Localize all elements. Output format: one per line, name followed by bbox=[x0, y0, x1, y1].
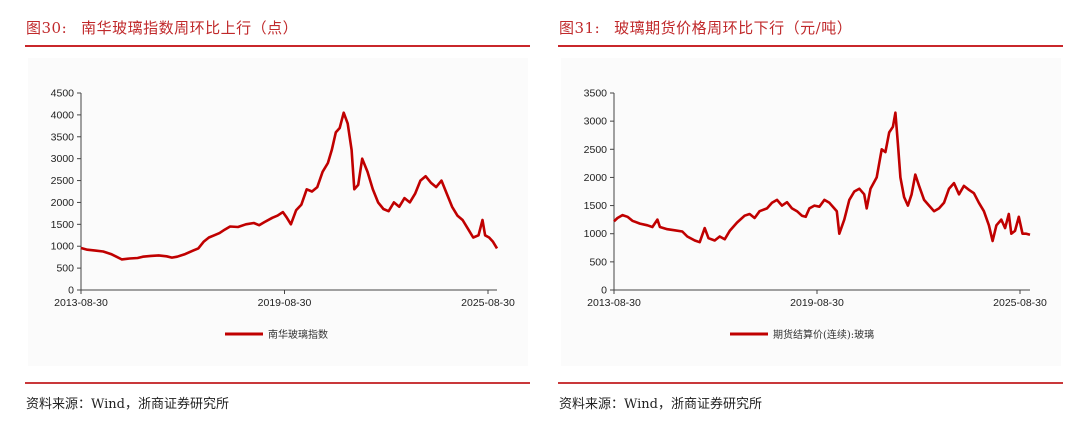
y-tick-label: 500 bbox=[589, 256, 607, 268]
x-tick-label: 2013-08-30 bbox=[587, 297, 641, 309]
x-tick-label: 2019-08-30 bbox=[790, 297, 844, 309]
y-tick-label: 1500 bbox=[584, 200, 608, 212]
y-tick-label: 4500 bbox=[51, 88, 75, 100]
figure-31-source: 资料来源：Wind，浙商证券研究所 bbox=[559, 397, 762, 412]
y-tick-label: 2000 bbox=[584, 172, 608, 184]
y-tick-label: 0 bbox=[601, 285, 607, 297]
legend-label: 南华玻璃指数 bbox=[268, 328, 328, 341]
figure-31-panel: 图31: 玻璃期货价格周环比下行（元/吨） 0 500 1000 1500 2000 250… bbox=[533, 0, 1063, 426]
nanhua-glass-index-chart: 0 500 1000 1500 2000 2500 3000 3500 4000 4500 2013… bbox=[51, 88, 515, 342]
title-divider bbox=[558, 45, 1063, 47]
figure-30-title-text: 南华玻璃指数周环比上行（点） bbox=[81, 19, 299, 37]
y-tick-label: 3000 bbox=[584, 116, 608, 128]
figure-31-number: 图31: bbox=[559, 19, 601, 37]
y-tick-label: 2500 bbox=[584, 144, 608, 156]
y-tick-label: 2500 bbox=[51, 175, 75, 187]
series-line bbox=[613, 111, 1031, 244]
series-line bbox=[80, 111, 499, 261]
y-tick-label: 3000 bbox=[51, 153, 75, 165]
y-tick-label: 4000 bbox=[51, 109, 75, 121]
y-tick-label: 3500 bbox=[51, 131, 75, 143]
source-divider bbox=[25, 382, 530, 384]
figure-30-number: 图30: bbox=[26, 19, 68, 37]
figure-30-title: 图30: 南华玻璃指数周环比上行（点） bbox=[26, 17, 298, 38]
source-divider bbox=[558, 382, 1063, 384]
x-tick-label: 2025-08-30 bbox=[993, 297, 1047, 309]
glass-futures-price-chart: 0 500 1000 1500 2000 2500 3000 3500 2013-08-30 20… bbox=[584, 88, 1047, 342]
figure-31-title: 图31: 玻璃期货价格周环比下行（元/吨） bbox=[559, 17, 852, 38]
title-divider bbox=[25, 45, 530, 47]
y-tick-label: 0 bbox=[68, 285, 74, 297]
figure-30-source: 资料来源：Wind，浙商证券研究所 bbox=[26, 397, 229, 412]
x-tick-label: 2013-08-30 bbox=[54, 297, 108, 309]
legend-label: 期货结算价(连续):玻璃 bbox=[773, 328, 874, 341]
x-tick-label: 2025-08-30 bbox=[461, 297, 515, 309]
y-tick-label: 1000 bbox=[51, 241, 75, 253]
figure-31-title-text: 玻璃期货价格周环比下行（元/吨） bbox=[614, 19, 853, 37]
y-tick-label: 2000 bbox=[51, 197, 75, 209]
figure-30-panel: 图30: 南华玻璃指数周环比上行（点） 0 500 1000 1500 2000 2500 3… bbox=[0, 0, 530, 426]
y-tick-label: 3500 bbox=[584, 88, 608, 100]
x-tick-label: 2019-08-30 bbox=[258, 297, 312, 309]
chart-area-background bbox=[561, 58, 1061, 366]
y-tick-label: 1500 bbox=[51, 219, 75, 231]
y-tick-label: 500 bbox=[56, 263, 74, 275]
chart-area-background bbox=[28, 58, 528, 366]
y-tick-label: 1000 bbox=[584, 228, 608, 240]
